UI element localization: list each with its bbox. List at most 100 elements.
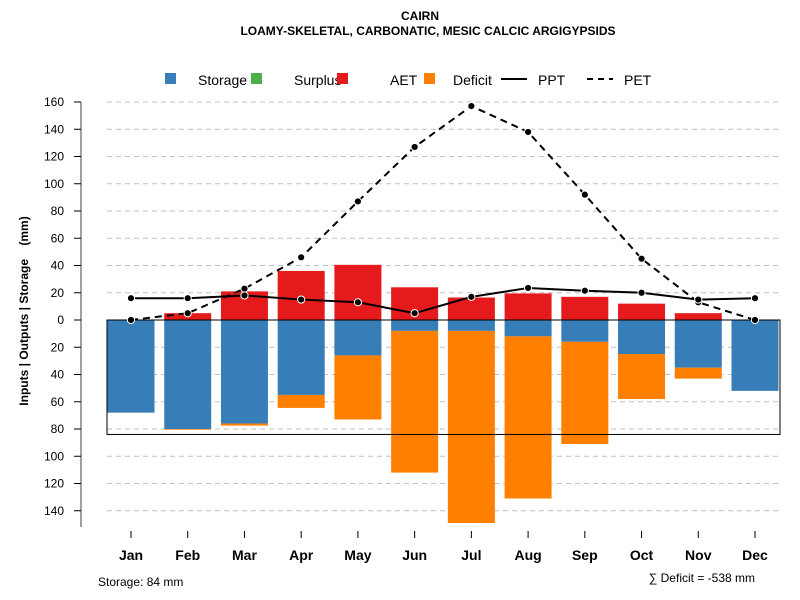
lines — [126, 101, 760, 325]
point-ppt-jul — [467, 292, 476, 301]
bar-storage-may — [334, 320, 382, 356]
line-ppt — [131, 286, 756, 315]
legend-label-storage: Storage — [198, 72, 247, 88]
chart-title: CAIRN — [401, 9, 439, 23]
bar-deficit-mar — [220, 423, 268, 426]
y-tick-label: 20 — [51, 340, 65, 354]
legend-swatch-deficit — [424, 73, 435, 84]
legend-label-deficit: Deficit — [453, 72, 492, 88]
y-tick-label: 120 — [44, 477, 64, 491]
bar-storage-oct — [618, 320, 666, 355]
y-tick-label: 140 — [44, 122, 64, 136]
bar-storage-apr — [277, 320, 325, 395]
legend-swatch-surplus — [251, 73, 262, 84]
bar-deficit-oct — [618, 354, 666, 400]
bar-storage-aug — [504, 320, 552, 337]
legend-label-surplus: Surplus — [294, 72, 341, 88]
bar-storage-jul — [447, 320, 495, 331]
y-tick-label: 40 — [51, 259, 65, 273]
point-pet-jun — [410, 142, 419, 152]
y-tick-label: 100 — [44, 177, 64, 191]
x-tick-label-may: May — [344, 547, 371, 563]
point-ppt-jan — [126, 294, 136, 303]
point-pet-may — [353, 197, 363, 206]
legend: Storage Surplus AET Deficit PPT PET — [165, 72, 652, 88]
bar-aet-jul — [447, 297, 495, 320]
bar-storage-jan — [107, 320, 155, 413]
y-tick-label: 80 — [51, 204, 65, 218]
x-axis: Jan Feb Mar Apr May Jun Jul Aug Sep Oct Nov Dec — [119, 531, 768, 563]
bar-aet-nov — [674, 313, 722, 320]
x-tick-label-oct: Oct — [630, 547, 654, 563]
point-ppt-nov — [694, 295, 703, 304]
point-ppt-sep — [580, 286, 589, 295]
storage-annotation: Storage: 84 mm — [98, 575, 183, 589]
point-pet-jan — [126, 315, 136, 325]
bar-aet-sep — [561, 296, 609, 320]
bar-storage-nov — [674, 320, 722, 368]
x-tick-label-jan: Jan — [119, 547, 143, 563]
y-tick-label: 120 — [44, 150, 64, 164]
point-pet-apr — [297, 253, 306, 262]
y-tick-label: 100 — [44, 449, 64, 463]
bar-aet-may — [334, 264, 382, 320]
y-tick-label: 140 — [44, 504, 64, 518]
legend-label-pet: PET — [624, 72, 652, 88]
bar-deficit-jul — [447, 330, 495, 524]
bar-deficit-jun — [391, 330, 439, 473]
y-tick-label: 0 — [57, 313, 64, 327]
line-pet — [130, 104, 756, 321]
y-axis: 160 140 120 100 80 60 40 20 0 20 40 60 80 100 120 140 — [44, 95, 82, 527]
point-pet-aug — [523, 127, 533, 137]
point-pet-jul — [467, 101, 476, 111]
x-tick-label-apr: Apr — [289, 547, 314, 563]
x-tick-label-jul: Jul — [461, 547, 481, 563]
point-pet-mar — [240, 284, 249, 293]
y-tick-label: 40 — [51, 368, 65, 382]
x-tick-label-jun: Jun — [402, 547, 427, 563]
legend-label-aet: AET — [390, 72, 418, 88]
point-pet-dec — [750, 315, 760, 325]
x-tick-label-feb: Feb — [175, 547, 200, 563]
point-ppt-dec — [750, 294, 760, 303]
bar-deficit-apr — [277, 394, 325, 408]
point-ppt-may — [353, 298, 363, 307]
chart-subtitle: LOAMY-SKELETAL, CARBONATIC, MESIC CALCIC… — [240, 24, 615, 38]
bar-deficit-aug — [504, 336, 552, 499]
point-ppt-feb — [183, 294, 192, 303]
legend-swatch-aet — [337, 73, 348, 84]
y-tick-label: 20 — [51, 286, 65, 300]
point-pet-sep — [580, 190, 589, 199]
legend-swatch-storage — [165, 73, 176, 84]
x-tick-label-dec: Dec — [742, 547, 768, 563]
legend-label-ppt: PPT — [538, 72, 566, 88]
x-tick-label-nov: Nov — [685, 547, 712, 563]
y-axis-label: Inputs | Outputs | Storage (mm) — [17, 216, 31, 405]
y-tick-label: 80 — [51, 422, 65, 436]
point-ppt-oct — [637, 288, 646, 297]
bar-storage-jun — [391, 320, 439, 331]
deficit-total-annotation: ∑ Deficit = -538 mm — [649, 571, 755, 585]
bar-deficit-feb — [164, 429, 212, 430]
bar-storage-mar — [220, 320, 268, 424]
point-ppt-apr — [297, 295, 306, 304]
y-tick-label: 60 — [51, 231, 65, 245]
bar-storage-dec — [731, 320, 779, 391]
bar-storage-sep — [561, 320, 609, 342]
bar-aet-oct — [618, 303, 666, 320]
bar-deficit-nov — [674, 367, 722, 379]
x-tick-label-sep: Sep — [572, 547, 598, 563]
y-tick-label: 60 — [51, 395, 65, 409]
point-ppt-jun — [410, 309, 419, 318]
point-pet-feb — [183, 309, 192, 318]
bar-storage-feb — [164, 320, 212, 429]
x-tick-label-aug: Aug — [514, 547, 541, 563]
bar-aet-aug — [504, 293, 552, 320]
bar-deficit-sep — [561, 341, 609, 444]
x-tick-label-mar: Mar — [232, 547, 257, 563]
point-pet-oct — [637, 254, 646, 263]
point-ppt-aug — [523, 283, 533, 293]
bar-deficit-may — [334, 355, 382, 420]
y-tick-label: 160 — [44, 95, 64, 109]
